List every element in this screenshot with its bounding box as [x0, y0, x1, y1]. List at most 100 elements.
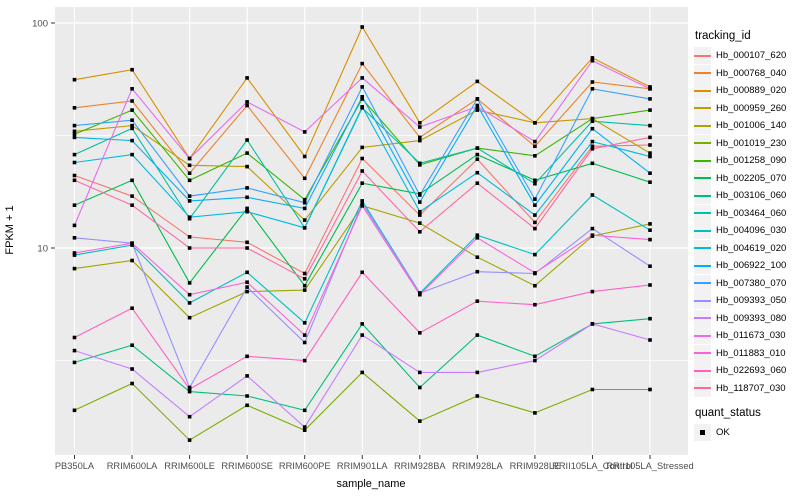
data-point-Hb_011673_030 — [360, 76, 364, 80]
data-point-Hb_004096_030 — [187, 301, 192, 305]
data-point-Hb_011673_030 — [187, 156, 192, 161]
data-point-Hb_000959_260 — [72, 129, 77, 134]
data-point-Hb_002205_070 — [590, 161, 595, 166]
legend-item-label: Hb_000889_020 — [716, 85, 787, 97]
data-point-Hb_004619_020 — [130, 152, 134, 157]
data-point-Hb_009393_080 — [475, 370, 480, 375]
data-point-Hb_000768_040 — [590, 80, 595, 84]
x-tick-label-RRIM600SE: RRIM600SE — [221, 461, 273, 471]
data-point-Hb_007380_070 — [648, 97, 652, 101]
legend-item-label: Hb_001019_230 — [716, 137, 787, 149]
data-point-Hb_000107_620 — [533, 220, 537, 225]
data-point-Hb_007380_070 — [418, 193, 422, 197]
data-point-Hb_003106_060 — [360, 322, 364, 326]
data-point-Hb_009393_050 — [245, 285, 249, 289]
data-point-Hb_001258_090 — [245, 151, 249, 155]
data-point-Hb_007380_070 — [72, 123, 77, 128]
legend-key-line-icon — [694, 362, 711, 380]
data-point-Hb_118707_030 — [418, 230, 422, 234]
legend-key-line-icon — [694, 117, 711, 135]
legend-item-Hb_011883_010: Hb_011883_010 — [694, 344, 800, 363]
data-point-Hb_001019_230 — [418, 419, 422, 423]
data-point-Hb_022693_060 — [72, 335, 77, 340]
data-point-Hb_003106_060 — [418, 385, 422, 390]
data-point-Hb_006922_100 — [72, 135, 77, 140]
data-point-Hb_011883_010 — [245, 280, 249, 284]
legend-item-Hb_118707_030: Hb_118707_030 — [694, 379, 800, 398]
data-point-Hb_011883_010 — [360, 204, 364, 208]
data-point-Hb_004619_020 — [187, 215, 192, 219]
data-point-Hb_006922_100 — [533, 203, 537, 207]
data-point-Hb_000959_260 — [648, 151, 652, 155]
legend-key-line-icon — [694, 134, 711, 152]
data-point-Hb_022693_060 — [418, 331, 422, 335]
data-point-Hb_118707_030 — [360, 169, 364, 173]
data-point-Hb_000768_040 — [130, 99, 134, 103]
data-point-Hb_011673_030 — [475, 104, 480, 109]
data-point-Hb_009393_050 — [302, 340, 307, 345]
legend-key-line-icon — [694, 379, 711, 397]
legend-item-label: Hb_000959_260 — [716, 102, 787, 114]
data-point-Hb_001258_090 — [648, 108, 652, 112]
legend-item-Hb_000768_040: Hb_000768_040 — [694, 64, 800, 83]
data-point-Hb_004096_030 — [245, 270, 249, 275]
data-point-Hb_000889_020 — [648, 85, 652, 89]
data-point-Hb_022693_060 — [360, 270, 364, 275]
data-point-Hb_004096_030 — [648, 228, 652, 232]
legend-items-tracking-id: Hb_000107_620 Hb_000768_040 Hb_000889_020 H… — [694, 47, 800, 397]
legend-item-Hb_001019_230: Hb_001019_230 — [694, 134, 800, 153]
data-point-Hb_002205_070 — [187, 281, 192, 285]
legend-item-label: Hb_118707_030 — [716, 382, 786, 394]
data-point-Hb_009393_050 — [72, 236, 77, 240]
data-point-Hb_009393_080 — [130, 367, 134, 371]
data-point-Hb_004619_020 — [72, 160, 77, 165]
legend-item-Hb_001006_140: Hb_001006_140 — [694, 117, 800, 135]
data-point-Hb_007380_070 — [245, 186, 249, 190]
x-tick-label-RRIM928BA: RRIM928BA — [394, 461, 446, 471]
data-point-Hb_004096_030 — [130, 243, 134, 247]
data-point-Hb_006922_100 — [130, 138, 134, 143]
data-point-Hb_009393_080 — [187, 414, 192, 419]
legend-key-line-icon — [694, 82, 711, 100]
data-point-Hb_011883_010 — [187, 292, 192, 297]
legend-key-square-icon — [694, 424, 711, 442]
data-point-Hb_004096_030 — [475, 233, 480, 237]
data-point-Hb_001258_090 — [130, 108, 134, 112]
data-point-Hb_000107_620 — [302, 271, 307, 276]
legend-key-line-icon — [694, 344, 711, 362]
data-point-Hb_004096_030 — [360, 199, 364, 203]
data-point-Hb_011673_030 — [533, 139, 537, 144]
data-point-Hb_000959_260 — [245, 164, 249, 169]
data-point-Hb_011883_010 — [648, 237, 652, 242]
data-point-Hb_003106_060 — [475, 333, 480, 337]
data-point-Hb_001258_090 — [302, 197, 307, 202]
legend-item-Hb_002205_070: Hb_002205_070 — [694, 169, 800, 188]
data-point-Hb_003106_060 — [648, 316, 652, 321]
data-point-Hb_003464_060 — [590, 119, 595, 123]
data-point-Hb_000107_620 — [245, 240, 249, 245]
data-point-Hb_003464_060 — [475, 146, 480, 150]
data-point-Hb_000889_020 — [418, 121, 422, 125]
legend-key-line-icon — [694, 187, 711, 205]
data-point-Hb_007380_070 — [360, 85, 364, 89]
x-tick-label-RRII105LA_Control: RRII105LA_Control — [552, 461, 633, 471]
data-point-Hb_009393_080 — [533, 358, 537, 363]
y-axis-title: FPKM + 1 — [4, 205, 16, 255]
data-point-Hb_001019_230 — [590, 387, 595, 392]
data-point-Hb_004619_020 — [533, 213, 537, 217]
data-point-Hb_002205_070 — [72, 203, 77, 207]
data-point-Hb_000768_040 — [533, 144, 537, 149]
legend-item-Hb_000959_260: Hb_000959_260 — [694, 99, 800, 118]
data-point-Hb_000768_040 — [245, 103, 249, 108]
legend-item-label: Hb_003464_060 — [716, 207, 787, 219]
legend-item-Hb_000107_620: Hb_000107_620 — [694, 47, 800, 65]
legend-item-label: Hb_007380_070 — [716, 277, 787, 289]
data-point-Hb_009393_080 — [302, 425, 307, 429]
x-tick-label-RRIM901LA: RRIM901LA — [337, 461, 388, 471]
data-point-Hb_011673_030 — [590, 58, 595, 63]
data-point-Hb_011883_010 — [590, 233, 595, 237]
data-point-Hb_003464_060 — [130, 126, 134, 131]
data-point-Hb_118707_030 — [590, 147, 595, 151]
data-point-Hb_001019_230 — [72, 408, 77, 413]
data-point-Hb_011883_010 — [72, 251, 77, 255]
